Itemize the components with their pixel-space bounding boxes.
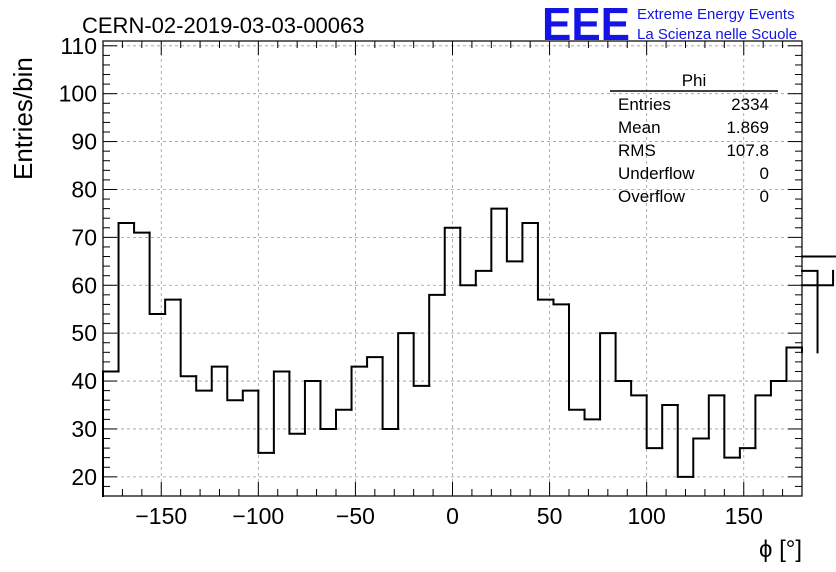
stats-row-value: 1.869 <box>726 118 769 137</box>
histogram-bin <box>599 332 617 421</box>
y-tick-label: 90 <box>71 129 97 155</box>
chart-title: CERN-02-2019-03-03-00063 <box>82 13 365 38</box>
stats-box: Phi Entries 2334 Mean 1.869 RMS 107.8 Underflo… <box>610 71 778 206</box>
y-tick-label: 60 <box>71 272 97 298</box>
eee-logo-line1: Extreme Energy Events <box>637 6 795 23</box>
eee-logo-mark: EEE <box>542 0 630 50</box>
stats-row-value: 2334 <box>731 95 769 114</box>
x-tick-label: −150 <box>135 503 187 529</box>
y-tick-label: 20 <box>71 464 97 490</box>
histogram-bin <box>335 408 353 430</box>
histogram-bin <box>801 269 835 287</box>
y-tick-label: 30 <box>71 416 97 442</box>
histogram-bin <box>552 298 570 306</box>
stats-row-label: Overflow <box>618 187 686 206</box>
histogram-bin <box>676 404 695 478</box>
histogram-bin <box>723 394 741 459</box>
y-tick-label: 80 <box>71 176 97 202</box>
histogram-bin <box>474 269 493 287</box>
x-tick-label: 100 <box>627 503 665 529</box>
grid-lines <box>103 41 802 496</box>
histogram-bin <box>350 365 369 411</box>
histogram-bin <box>583 408 602 421</box>
y-tick-label: 50 <box>71 320 97 346</box>
histogram-bin <box>443 226 462 296</box>
y-tick-labels: 20 30 40 50 60 70 80 90 100 110 <box>59 33 97 490</box>
histogram-bin <box>428 293 446 387</box>
x-tick-label: −50 <box>336 503 375 529</box>
stats-row-label: RMS <box>618 141 656 160</box>
histogram-bin <box>661 404 679 450</box>
histogram-bin <box>630 380 648 397</box>
histogram-bin <box>505 207 524 263</box>
histogram-bin <box>319 380 337 430</box>
histogram-bin <box>785 346 803 383</box>
histogram-bin <box>226 365 244 402</box>
axis-ticks <box>102 41 803 497</box>
histogram-bin <box>179 298 198 378</box>
histogram-bin <box>692 437 710 478</box>
histogram-bin <box>769 380 788 397</box>
histogram-bin <box>303 380 322 435</box>
histogram-bin <box>490 207 508 272</box>
histogram-bin <box>397 332 415 430</box>
x-tick-label: 0 <box>446 503 459 529</box>
y-tick-label: 70 <box>71 224 97 250</box>
x-tick-label: 50 <box>537 503 563 529</box>
histogram-bin <box>801 269 819 354</box>
histogram-bin <box>148 231 167 315</box>
stats-row-value: 0 <box>760 187 769 206</box>
stats-row-label: Mean <box>618 118 661 137</box>
stats-row-value: 0 <box>760 164 769 183</box>
stats-box-title: Phi <box>682 71 707 90</box>
histogram-bin <box>738 447 757 459</box>
y-tick-label: 40 <box>71 368 97 394</box>
y-axis-label: Entries/bin <box>8 57 38 180</box>
histogram-bin <box>164 298 182 315</box>
histogram-bin <box>210 365 229 392</box>
histogram-bin <box>754 394 772 450</box>
x-axis-label: ϕ [°] <box>759 536 802 563</box>
x-tick-label: 150 <box>725 503 763 529</box>
stats-box-rows: Entries 2334 Mean 1.869 RMS 107.8 Underflow 0 Ov… <box>618 95 769 206</box>
histogram-series <box>102 207 836 497</box>
histogram-bin <box>568 303 586 411</box>
x-tick-label: −100 <box>232 503 284 529</box>
stats-row-label: Underflow <box>618 164 695 183</box>
histogram-bin <box>272 370 291 454</box>
histogram-bin <box>366 356 384 368</box>
histogram-bin <box>195 375 213 392</box>
histogram-bin <box>536 222 555 301</box>
histogram-bin <box>133 222 151 234</box>
y-tick-label: 110 <box>60 33 97 59</box>
histogram-bin <box>381 356 400 430</box>
y-tick-label: 100 <box>59 81 97 107</box>
histogram-bin <box>412 332 431 387</box>
eee-logo-line2: La Scienza nelle Scuole <box>637 26 797 43</box>
histogram-bin <box>241 389 260 402</box>
histogram-bin <box>521 222 539 263</box>
histogram-bin <box>707 394 726 440</box>
eee-logo: EEE Extreme Energy Events La Scienza nel… <box>542 0 797 50</box>
x-tick-labels: −150 −100 −50 0 50 100 150 <box>135 503 763 529</box>
histogram-bin <box>117 222 136 373</box>
histogram-bin <box>459 226 477 287</box>
histogram-bin <box>614 332 633 383</box>
histogram-bin <box>288 370 306 435</box>
histogram-bin <box>645 394 664 450</box>
histogram-bin <box>257 389 275 454</box>
stats-row-value: 107.8 <box>726 141 769 160</box>
stats-row-label: Entries <box>618 95 671 114</box>
histogram-bin <box>801 255 836 258</box>
